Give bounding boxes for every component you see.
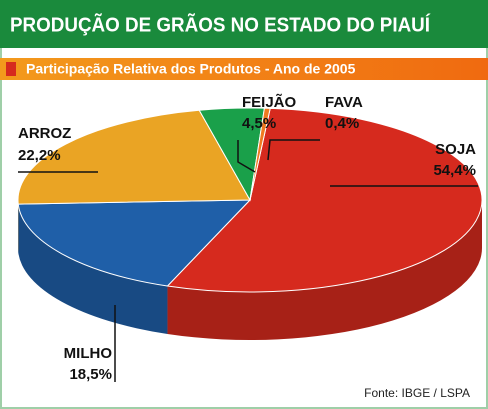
subtitle-marker [6, 62, 16, 76]
slice-label: SOJA [435, 141, 476, 158]
slice [249, 107, 271, 201]
pie [17, 107, 483, 340]
source: Fonte: IBGE / LSPA [364, 386, 470, 400]
subtitle-bar [0, 58, 488, 80]
title-bar [0, 0, 488, 48]
chart-title: PRODUÇÃO DE GRÃOS NO ESTADO DO PIAUÍ [10, 13, 430, 36]
leader-lines [18, 139, 478, 382]
slice-label: MILHO [64, 345, 113, 362]
slice [17, 199, 252, 287]
slice-side [18, 204, 168, 334]
slice-label: FAVA [325, 94, 363, 111]
leader-line [267, 139, 320, 161]
slice-label: ARROZ [18, 125, 71, 142]
slice [166, 107, 483, 293]
slice-value-label: 54,4% [433, 162, 476, 179]
slice-label: FEIJÃO [242, 93, 297, 111]
slice [17, 109, 251, 205]
chart-subtitle: Participação Relativa dos Produtos - Ano… [26, 61, 356, 77]
slice-value-label: 4,5% [242, 115, 276, 132]
slice-value-label: 18,5% [69, 366, 112, 383]
slice-value-label: 22,2% [18, 147, 61, 164]
leader-line [237, 140, 256, 173]
slice-value-label: 0,4% [325, 115, 359, 132]
slice-side [167, 200, 482, 340]
